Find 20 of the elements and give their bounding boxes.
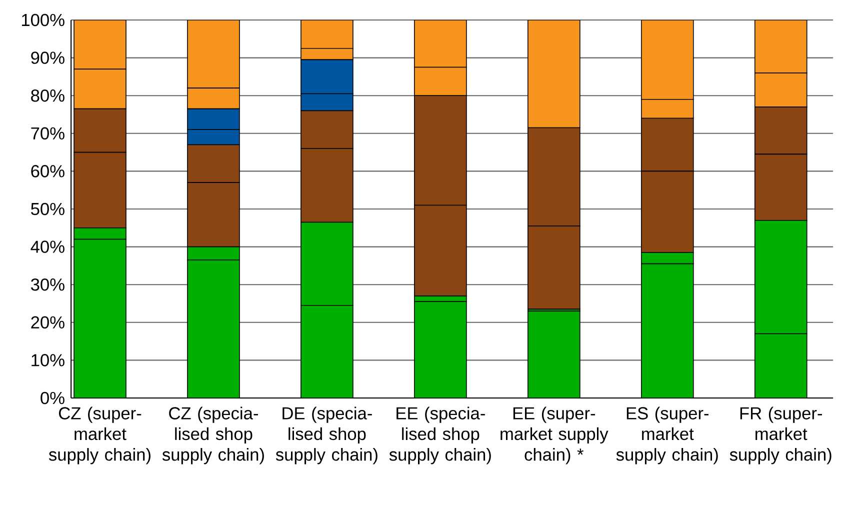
- x-tick-label: CZ (super-market supply chain): [48, 406, 150, 464]
- x-tick-label: EE (specia-lised shop supply chain): [389, 406, 491, 464]
- y-tick-label: 70%: [31, 127, 64, 140]
- y-tick-label: 100%: [22, 14, 64, 26]
- y-tick-label: 40%: [30, 240, 64, 253]
- bar: [528, 310, 580, 398]
- x-tick-label: DE (specia-lised shop supply chain): [276, 406, 378, 464]
- y-tick-label: 0%: [40, 392, 64, 404]
- x-tick-label: ES (super-market supply chain): [616, 406, 718, 464]
- x-tick-label: EE (super-market supply chain) *: [500, 406, 608, 464]
- x-tick-label: FR (super-market supply chain): [730, 406, 832, 464]
- y-tick-label: 80%: [31, 89, 64, 102]
- bar: [528, 20, 580, 128]
- y-tick-label: 30%: [31, 278, 64, 291]
- y-tick-label: 10%: [32, 354, 64, 366]
- x-tick-label: CZ (specia-lised shop supply chain): [162, 406, 264, 464]
- y-tick-label: 50%: [31, 202, 64, 216]
- y-tick-label: 60%: [31, 165, 64, 178]
- y-tick-label: 90%: [31, 52, 64, 64]
- y-tick-label: 20%: [31, 316, 64, 329]
